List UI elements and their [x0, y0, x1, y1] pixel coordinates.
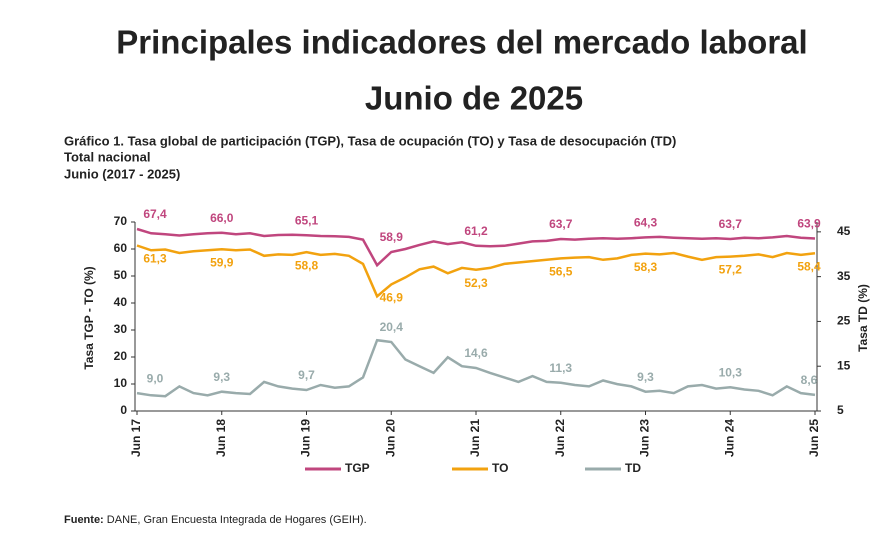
x-tick-label: Jun 25: [807, 419, 821, 457]
data-label: 58,4: [797, 259, 821, 273]
data-label: 67,4: [143, 207, 167, 221]
y2-tick-label: 35: [837, 269, 851, 283]
y-tick-label: 70: [114, 214, 128, 228]
page-subtitle: Junio de 2025: [365, 80, 583, 117]
data-label: 59,9: [210, 255, 234, 269]
data-label: 64,3: [634, 216, 658, 230]
chart-subtitle: Junio (2017 - 2025): [64, 166, 180, 181]
chart-title: Gráfico 1. Tasa global de participación …: [64, 133, 676, 148]
data-label: 14,6: [464, 346, 488, 360]
data-label: 9,3: [213, 370, 230, 384]
source-text: DANE, Gran Encuesta Integrada de Hogares…: [107, 514, 367, 526]
data-label: 20,4: [380, 320, 404, 334]
source-label: Fuente:: [64, 514, 104, 526]
y2-axis-label: Tasa TD (%): [856, 284, 870, 352]
data-label: 66,0: [210, 211, 234, 225]
data-label: 58,3: [634, 260, 658, 274]
data-label: 10,3: [719, 365, 743, 379]
data-label: 9,3: [637, 370, 654, 384]
data-label: 9,0: [147, 371, 164, 385]
legend-label: TO: [492, 461, 508, 475]
x-tick-label: Jun 22: [553, 419, 567, 457]
y-tick-label: 30: [114, 322, 128, 336]
data-label: 63,7: [719, 217, 743, 231]
y-tick-label: 60: [114, 241, 128, 255]
y2-tick-label: 45: [837, 224, 851, 238]
data-label: 63,9: [797, 217, 821, 231]
x-tick-label: Jun 20: [383, 419, 397, 457]
x-tick-label: Jun 24: [722, 419, 736, 457]
x-tick-label: Jun 17: [129, 419, 143, 457]
data-label: 57,2: [719, 263, 743, 277]
series-line: [136, 338, 816, 398]
data-label: 61,2: [464, 224, 488, 238]
data-label: 56,5: [549, 265, 573, 279]
legend-label: TD: [625, 461, 641, 475]
data-label: 58,9: [380, 230, 404, 244]
data-label: 58,8: [295, 258, 319, 272]
page-title: Principales indicadores del mercado labo…: [116, 24, 807, 61]
legend-label: TGP: [345, 461, 370, 475]
data-label: 11,3: [549, 361, 572, 375]
y-tick-label: 40: [114, 295, 128, 309]
data-label: 61,3: [143, 252, 167, 266]
y-tick-label: 20: [114, 349, 128, 363]
x-tick-label: Jun 23: [638, 419, 652, 457]
x-tick-label: Jun 19: [299, 419, 313, 457]
source: Fuente: DANE, Gran Encuesta Integrada de…: [64, 514, 367, 526]
y2-tick-label: 15: [837, 358, 851, 372]
y2-tick-label: 5: [837, 403, 844, 417]
chart-subtitle: Total nacional: [64, 149, 150, 164]
x-tick-label: Jun 18: [214, 419, 228, 457]
y-tick-label: 10: [114, 376, 128, 390]
y-tick-label: 50: [114, 268, 128, 282]
data-label: 52,3: [464, 276, 488, 290]
series-line: [136, 227, 816, 268]
series-line: [136, 244, 816, 299]
data-label: 9,7: [298, 368, 315, 382]
y2-tick-label: 25: [837, 314, 851, 328]
data-label: 65,1: [295, 213, 319, 227]
data-label: 63,7: [549, 217, 573, 231]
x-tick-label: Jun 21: [468, 419, 482, 457]
data-label: 46,9: [380, 291, 404, 305]
y-tick-label: 0: [120, 403, 127, 417]
data-label: 8,6: [801, 373, 818, 387]
y-axis-label: Tasa TGP - TO (%): [82, 266, 96, 369]
